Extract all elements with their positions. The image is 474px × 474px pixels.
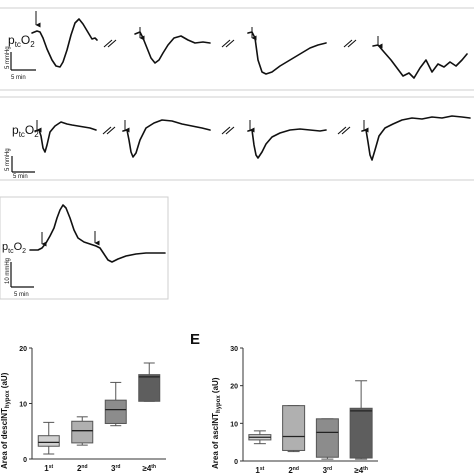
panel-a-scale-value: 5 mmHg xyxy=(5,46,11,69)
panel-e-iqr-box xyxy=(282,405,306,451)
panel-b: ptcO2 5 mmHg 5 min xyxy=(0,96,474,181)
panel-d-iqr-box xyxy=(71,420,94,444)
panel-d-box-4 xyxy=(138,362,161,402)
panel-e-letter: E xyxy=(190,331,200,348)
panel-c-trace xyxy=(29,204,166,263)
panel-d-category-label: ≥4th xyxy=(142,464,156,473)
panel-e-category-label: 2nd xyxy=(288,466,299,474)
panel-c-scale-value: 10 mmHg xyxy=(5,258,11,284)
panel-a-trace-3 xyxy=(247,31,327,75)
panel-b-breaks xyxy=(102,126,351,135)
panel-d-iqr-box xyxy=(138,374,161,402)
panel-d-category-label: 2nd xyxy=(77,464,88,473)
panel-b-scale-value: 5 mmHg xyxy=(5,148,11,171)
panel-d-box-1 xyxy=(37,421,60,455)
panel-e-category-label: 3rd xyxy=(323,466,332,474)
panel-e-box-3 xyxy=(315,418,339,460)
panel-a: ptcO2 5 mmHg 5 min xyxy=(0,7,474,91)
panel-b-trace-4 xyxy=(361,115,471,161)
panel-c-scale-time: 5 min xyxy=(14,292,29,298)
panel-a-trace-2 xyxy=(134,31,211,64)
panel-e-box-1 xyxy=(248,430,272,445)
panel-d-chart: Area of descINThypox (aU) 0 10 20 1st 2nd 3rd… xyxy=(0,346,166,473)
panel-d-y-tick-label: 10 xyxy=(19,402,27,409)
panel-b-ylabel: ptcO2 xyxy=(12,123,39,139)
panel-e-y-tick-label: 20 xyxy=(230,384,238,391)
panel-c-ylabel: ptcO2 xyxy=(2,241,26,255)
panel-d-y-tick-label: 0 xyxy=(23,457,27,464)
panel-d-y-tick-label: 20 xyxy=(19,346,27,353)
panel-b-scale-time: 5 min xyxy=(13,174,28,180)
panel-d-box-2 xyxy=(71,416,94,446)
panel-a-breaks xyxy=(103,39,357,48)
panel-d-ylabel: Area of descINThypox (aU) xyxy=(0,372,11,469)
panel-e-ylabel: Area of ascINThypox (aU) xyxy=(211,377,222,469)
panel-c: ptcO2 10 mmHg 5 min xyxy=(0,196,169,300)
panel-a-trace-4 xyxy=(372,44,468,79)
panel-e-box-4 xyxy=(349,380,373,460)
panel-e-y-tick-label: 0 xyxy=(234,459,238,466)
panel-e-iqr-box xyxy=(315,418,339,458)
panel-d-box-3 xyxy=(104,381,127,427)
panel-e-y-tick-label: 10 xyxy=(230,421,238,428)
panel-e-category-label: ≥4th xyxy=(354,466,368,474)
panel-e-chart: E Area of ascINThypox (aU) 0 10 20 30 1st 2nd… xyxy=(190,331,378,474)
panel-d-category-label: 1st xyxy=(44,464,53,473)
panel-d-iqr-box xyxy=(104,399,127,424)
panel-a-ylabel: ptcO2 xyxy=(8,33,35,49)
panel-b-trace-3 xyxy=(247,128,327,159)
panel-b-trace-1 xyxy=(34,121,97,153)
panel-e-category-label: 1st xyxy=(255,466,264,474)
panel-e-y-tick-label: 30 xyxy=(230,346,238,353)
panel-d-category-label: 3rd xyxy=(111,464,120,473)
panel-a-trace-1 xyxy=(31,18,98,68)
panel-d-iqr-box xyxy=(37,435,60,447)
panel-c-frame xyxy=(0,196,169,300)
panel-a-scale-time: 5 min xyxy=(11,75,26,81)
panel-e-box-2 xyxy=(282,405,306,453)
panel-e-iqr-box xyxy=(349,407,373,459)
panel-b-trace-2 xyxy=(122,119,211,158)
